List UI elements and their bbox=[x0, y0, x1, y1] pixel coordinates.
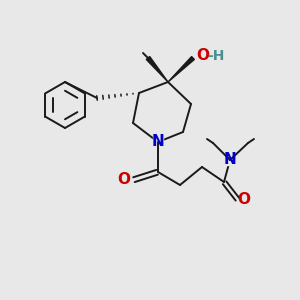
Text: N: N bbox=[224, 152, 236, 167]
Text: N: N bbox=[152, 134, 164, 149]
Polygon shape bbox=[168, 57, 194, 82]
Polygon shape bbox=[146, 57, 168, 82]
Bar bbox=[153, 137, 163, 147]
Text: -H: -H bbox=[207, 49, 224, 63]
Text: O: O bbox=[196, 49, 209, 64]
Text: O: O bbox=[118, 172, 130, 188]
Bar bbox=[225, 155, 235, 165]
Text: O: O bbox=[238, 193, 250, 208]
